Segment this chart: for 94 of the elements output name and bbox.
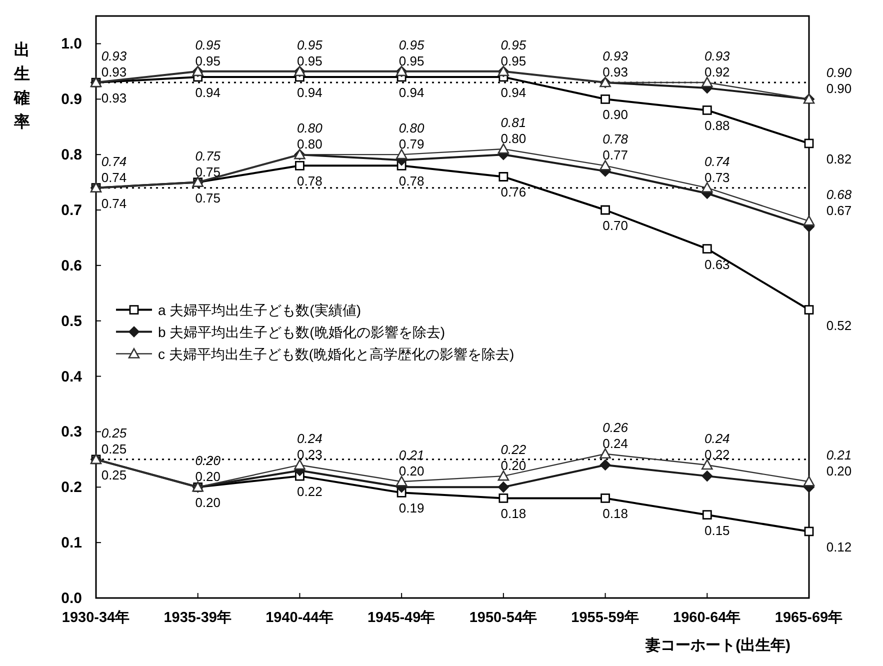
data-label: 0.26 [602,420,629,435]
data-label: 0.25 [101,467,127,482]
data-label: 0.80 [398,120,425,136]
data-label: 0.95 [398,53,424,68]
data-label: 0.95 [195,37,222,52]
data-label: 0.20 [398,464,424,479]
data-label: 0.21 [826,448,852,463]
data-label: 0.24 [602,436,628,451]
y-tick-label: 0.7 [61,202,82,219]
data-label: 0.19 [398,500,424,516]
legend-label: a 夫婦平均出生子ども数(実績値) [158,302,361,318]
y-tick-label: 0.9 [61,91,82,108]
data-label: 0.95 [398,37,425,52]
data-label: 0.22 [704,446,730,462]
data-label: 0.80 [500,131,526,146]
data-label: 0.24 [704,430,730,446]
data-label: 0.90 [826,65,852,80]
y-tick-label: 0.4 [61,368,83,386]
data-label: 0.15 [704,522,730,538]
data-label: 0.74 [704,154,730,169]
y-tick-label: 0.0 [61,590,82,607]
data-label: 0.88 [704,118,730,134]
y-tick-label: 0.3 [61,424,82,441]
data-label: 0.75 [195,148,222,164]
data-label: 0.20 [500,458,526,474]
data-label: 0.78 [398,174,424,189]
data-label: 0.94 [297,84,322,100]
x-tick-label: 1940-44年 [266,609,334,626]
legend-label: b 夫婦平均出生子ども数(晩婚化の影響を除去) [158,324,445,340]
legend-label: c 夫婦平均出生子ども数(晩婚化と高学歴化の影響を除去) [158,346,514,362]
data-label: 0.74 [101,170,127,185]
data-label: 0.74 [101,154,127,169]
data-label: 0.95 [195,53,221,68]
y-tick-label: 0.2 [61,479,82,496]
x-tick-label: 1945-49年 [367,609,436,626]
data-label: 0.74 [101,196,127,211]
data-label: 0.78 [297,174,322,189]
data-label: 0.78 [602,132,629,147]
data-label: 0.92 [704,64,730,80]
data-label: 0.80 [297,136,322,152]
data-label: 0.80 [297,120,324,136]
data-label: 0.23 [297,446,322,462]
data-label: 0.93 [704,48,731,64]
data-label: 0.24 [297,430,322,446]
data-label: 0.25 [101,441,127,456]
x-tick-label: 1955-59年 [571,609,640,626]
data-label: 0.90 [826,81,852,96]
data-label: 0.95 [500,37,527,52]
data-label: 0.20 [195,495,221,510]
data-label: 0.20 [195,453,222,468]
x-axis-title: 妻コーホート(出生年) [644,637,791,654]
y-tick-label: 0.6 [61,257,82,274]
y-tick-label: 0.8 [61,146,82,164]
data-label: 0.93 [101,48,128,64]
data-label: 0.94 [500,84,526,100]
data-label: 0.18 [602,506,628,522]
data-label: 0.73 [704,170,730,185]
data-label: 0.20 [195,469,221,484]
x-tick-label: 1930-34年 [62,609,130,626]
y-axis-title: 出生確率 [13,40,30,131]
y-tick-label: 0.5 [61,312,82,330]
data-label: 0.75 [195,190,221,206]
data-label: 0.95 [297,53,322,68]
data-label: 0.77 [602,148,628,163]
data-label: 0.94 [398,84,424,100]
data-label: 0.79 [398,136,424,152]
x-tick-label: 1965-69年 [774,609,844,626]
y-tick-label: 1.0 [61,36,82,53]
data-label: 0.90 [602,107,628,122]
data-label: 0.20 [826,464,852,479]
x-tick-label: 1950-54年 [469,609,538,626]
data-label: 0.81 [500,115,526,130]
data-label: 0.95 [297,37,324,52]
data-label: 0.21 [398,448,424,463]
data-label: 0.82 [826,151,852,166]
data-label: 0.12 [826,539,852,554]
data-label: 0.67 [826,203,852,218]
data-label: 0.95 [500,53,526,68]
x-tick-label: 1960-64年 [673,609,742,626]
data-label: 0.93 [602,64,628,80]
data-label: 0.94 [195,84,221,100]
x-tick-label: 1935-39年 [164,609,232,626]
data-label: 0.25 [101,425,128,440]
y-tick-label: 0.1 [61,534,82,552]
data-label: 0.22 [297,484,322,500]
data-label: 0.93 [101,90,127,106]
data-label: 0.93 [602,48,629,64]
data-label: 0.22 [500,442,527,458]
data-label: 0.70 [602,218,628,233]
data-label: 0.93 [101,64,127,80]
data-label: 0.52 [826,318,852,333]
data-label: 0.75 [195,164,221,180]
data-label: 0.68 [826,187,852,202]
data-label: 0.18 [500,506,526,522]
